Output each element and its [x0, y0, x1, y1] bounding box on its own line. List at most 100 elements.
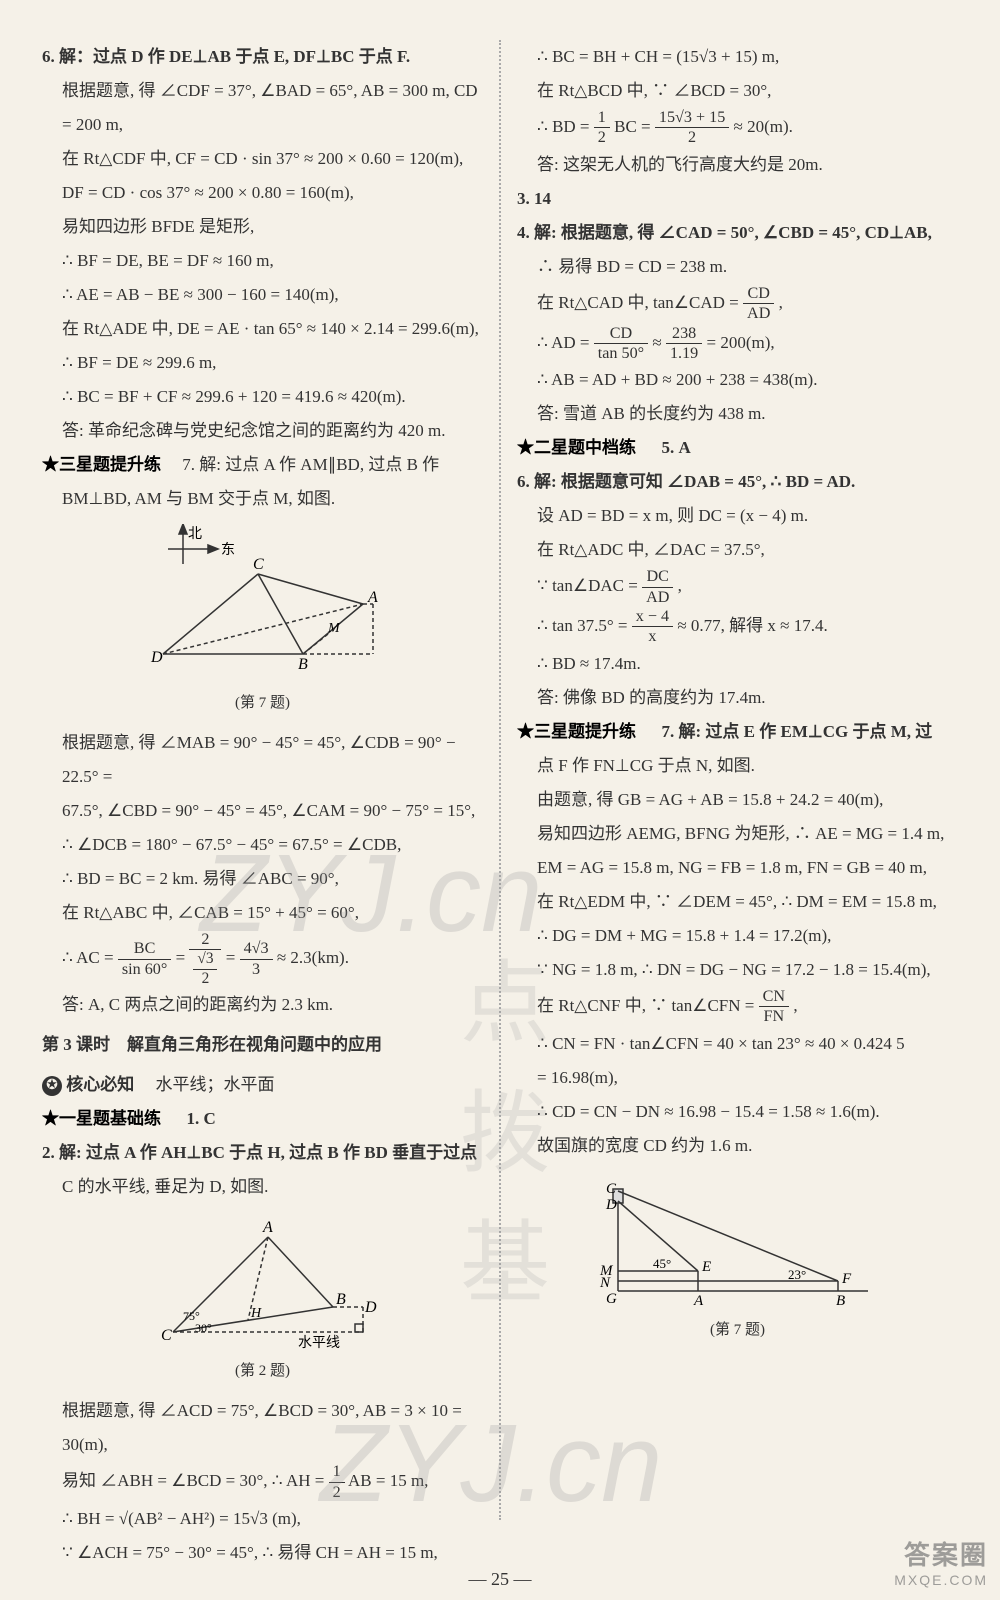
star-icon: ★三星题提升练 — [42, 455, 161, 474]
star3r-heading: ★三星题提升练 7. 解: 过点 E 作 EM⊥CG 于点 M, 过 — [517, 715, 958, 749]
figure-7b: C D M N G A E F B 45° 23° (第 7 题) — [517, 1171, 958, 1345]
text-line: 设 AD = BD = x m, 则 DC = (x − 4) m. — [517, 499, 958, 533]
fig-label-b: B — [298, 656, 308, 673]
fig-angle-45: 45° — [653, 1256, 671, 1271]
text-line: 在 Rt△EDM 中, ∵ ∠DEM = 45°, ∴ DM = EM = 15… — [517, 885, 958, 919]
q5: 5. A — [662, 438, 691, 457]
q2-line: 2. 解: 过点 A 作 AH⊥BC 于点 H, 过点 B 作 BD 垂直于过点 — [42, 1136, 483, 1170]
fraction: BCsin 60° — [118, 939, 171, 979]
frac-post: ≈ 2.3(km). — [277, 948, 349, 967]
frac-mid2: = — [226, 948, 240, 967]
frac-pre: ∴ AC = — [62, 948, 118, 967]
frac-pre: 在 Rt△CAD 中, tan∠CAD = — [537, 293, 743, 312]
left-column: 6. 解：过点 D 作 DE⊥AB 于点 E, DF⊥BC 于点 F. 根据题意… — [30, 40, 495, 1520]
text-line: ∴ BC = BH + CH = (15√3 + 15) m, — [517, 40, 958, 74]
fig-label-a: A — [367, 589, 378, 606]
text-line: ∴ BD = BC = 2 km. 易得 ∠ABC = 90°, — [42, 862, 483, 896]
frac-post: ≈ 20(m). — [734, 117, 793, 136]
frac-pre: ∵ tan∠DAC = — [537, 576, 642, 595]
text-line: 在 Rt△CDF 中, CF = CD · sin 37° ≈ 200 × 0.… — [42, 142, 483, 176]
text-line: 易知四边形 BFDE 是矩形, — [42, 210, 483, 244]
compass-e-label: 东 — [221, 542, 235, 558]
text-line: ∴ BF = DE, BE = DF ≈ 160 m, — [42, 244, 483, 278]
frac-post: AB = 15 m, — [348, 1471, 428, 1490]
fig-label-c: C — [606, 1181, 617, 1197]
fraction: 4√33 — [240, 939, 273, 979]
star2-row: ★二星题中档练 5. A — [517, 431, 958, 465]
core-row: ✪ 核心必知 水平线；水平面 — [42, 1068, 483, 1102]
text-line: 故国旗的宽度 CD 约为 1.6 m. — [517, 1129, 958, 1163]
frac-line: 在 Rt△CNF 中, ∵ tan∠CFN = CNFN , — [517, 987, 958, 1027]
fig-label-c: C — [253, 556, 264, 573]
answer-line: 答: 革命纪念碑与党史纪念馆之间的距离约为 420 m. — [42, 414, 483, 448]
page-number: — 25 — — [0, 1569, 1000, 1590]
fraction: x − 4x — [632, 607, 673, 647]
corner-line2: MXQE.COM — [894, 1572, 988, 1588]
frac-post: , — [678, 576, 682, 595]
core-content: 水平线；水平面 — [156, 1075, 275, 1094]
q1: 1. C — [187, 1109, 216, 1128]
fraction: 2381.19 — [666, 324, 702, 364]
figure-7a: 北 东 C A M B D (第 7 题) — [42, 524, 483, 718]
star3r-label: ★三星题提升练 — [517, 722, 636, 741]
text-line: ∵ ∠ACH = 75° − 30° = 45°, ∴ 易得 CH = AH =… — [42, 1536, 483, 1570]
core-label: 核心必知 — [66, 1075, 134, 1094]
frac-pre: ∴ tan 37.5° = — [537, 616, 632, 635]
frac-post: , — [779, 293, 783, 312]
text-line: 在 Rt△ADC 中, ∠DAC = 37.5°, — [517, 533, 958, 567]
compass-n-label: 北 — [188, 526, 202, 542]
frac-post: , — [793, 996, 797, 1015]
answer-line: 答: A, C 两点之间的距离约为 2.3 km. — [42, 988, 483, 1022]
answer-line: 答: 佛像 BD 的高度约为 17.4m. — [517, 681, 958, 715]
frac-pre: 易知 ∠ABH = ∠BCD = 30°, ∴ AH = — [62, 1471, 329, 1490]
figure-7a-caption: (第 7 题) — [42, 688, 483, 718]
text-line: 在 Rt△BCD 中, ∵ ∠BCD = 30°, — [517, 74, 958, 108]
text-line: 根据题意, 得 ∠CDF = 37°, ∠BAD = 65°, AB = 300… — [42, 74, 483, 142]
core-icon: ✪ — [42, 1076, 62, 1096]
fraction: CNFN — [759, 987, 789, 1027]
fig-label-m: M — [327, 621, 341, 636]
text-line: ∴ AE = AB − BE ≈ 300 − 160 = 140(m), — [42, 278, 483, 312]
text-line: ∴ CD = CN − DN ≈ 16.98 − 15.4 = 1.58 ≈ 1… — [517, 1095, 958, 1129]
core-text — [139, 1075, 156, 1094]
frac-post: ≈ 0.77, 解得 x ≈ 17.4. — [677, 616, 827, 635]
frac-line: 易知 ∠ABH = ∠BCD = 30°, ∴ AH = 12 AB = 15 … — [42, 1462, 483, 1502]
q7-text: 7. 解: 过点 A 作 AM∥BD, 过点 B 作 — [182, 455, 439, 474]
figure-7a-svg: 北 东 C A M B D — [133, 524, 393, 684]
text-line: C 的水平线, 垂足为 D, 如图. — [42, 1170, 483, 1204]
text-line: 点 F 作 FN⊥CG 于点 N, 如图. — [517, 749, 958, 783]
text-line: DF = CD · cos 37° ≈ 200 × 0.80 = 160(m), — [42, 176, 483, 210]
text-line: ∴ 易得 BD = CD = 238 m. — [517, 250, 958, 284]
section-3-title: 第 3 课时 解直角三角形在视角问题中的应用 — [42, 1028, 483, 1062]
text-line: BM⊥BD, AM 与 BM 交于点 M, 如图. — [42, 482, 483, 516]
fig-label-f: F — [841, 1271, 852, 1287]
fig-angle-30: 30° — [195, 1321, 212, 1335]
columns: 6. 解：过点 D 作 DE⊥AB 于点 E, DF⊥BC 于点 F. 根据题意… — [30, 40, 970, 1520]
fig-label-d: D — [364, 1299, 377, 1316]
fig-label-h: H — [250, 1306, 262, 1321]
text-line: ∴ AB = AD + BD ≈ 200 + 238 = 438(m). — [517, 363, 958, 397]
star2-label: ★二星题中档练 — [517, 438, 636, 457]
q4-label: 4. 解: 根据题意, 得 ∠CAD = 50°, ∠CBD = 45°, CD… — [517, 223, 932, 242]
text-line: EM = AG = 15.8 m, NG = FB = 1.8 m, FN = … — [517, 851, 958, 885]
frac-line: ∴ BD = 12 BC = 15√3 + 152 ≈ 20(m). — [517, 108, 958, 148]
text-line: 在 Rt△ABC 中, ∠CAB = 15° + 45° = 60°, — [42, 896, 483, 930]
q6r-label: 6. 解: 根据题意可知 ∠DAB = 45°, ∴ BD = AD. — [517, 472, 855, 491]
frac-pre: ∴ AD = — [537, 332, 594, 351]
star1-row: ★一星题基础练 1. C — [42, 1102, 483, 1136]
text-line: ∴ ∠DCB = 180° − 67.5° − 45° = 67.5° = ∠C… — [42, 828, 483, 862]
frac-line: ∵ tan∠DAC = DCAD , — [517, 567, 958, 607]
text-line: 67.5°, ∠CBD = 90° − 45° = 45°, ∠CAM = 90… — [42, 794, 483, 828]
frac-line: ∴ AC = BCsin 60° = 2√32 = 4√33 ≈ 2.3(km)… — [42, 930, 483, 988]
q6-line: 6. 解：过点 D 作 DE⊥AB 于点 E, DF⊥BC 于点 F. — [42, 40, 483, 74]
text-line: ∴ CN = FN · tan∠CFN = 40 × tan 23° ≈ 40 … — [517, 1027, 958, 1061]
text-line: 在 Rt△ADE 中, DE = AE · tan 65° ≈ 140 × 2.… — [42, 312, 483, 346]
fig-angle-23: 23° — [788, 1267, 806, 1282]
fraction: 15√3 + 152 — [655, 108, 729, 148]
fig-label-c: C — [161, 1327, 172, 1344]
fig-label-b: B — [336, 1291, 346, 1308]
fig-label-n: N — [599, 1275, 611, 1291]
frac-post: = 200(m), — [706, 332, 774, 351]
page: 6. 解：过点 D 作 DE⊥AB 于点 E, DF⊥BC 于点 F. 根据题意… — [0, 0, 1000, 1600]
frac-mid: BC = — [614, 117, 655, 136]
